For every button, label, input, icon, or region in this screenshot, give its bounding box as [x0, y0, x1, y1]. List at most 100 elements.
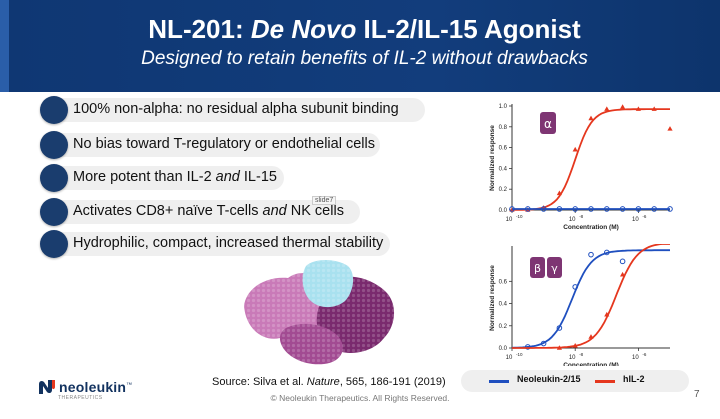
x-tick-exponent: -10: [516, 352, 523, 357]
gamma-badge-label: γ: [551, 262, 558, 275]
logo-wordmark: neoleukin™: [59, 379, 133, 395]
neoleukin-logo-icon: [39, 380, 55, 394]
x-tick-label: 10: [632, 355, 639, 361]
data-point-hil-2: [651, 106, 657, 111]
legend-label-blue: Neoleukin-2/15: [517, 374, 581, 384]
page-subtitle: Designed to retain benefits of IL-2 with…: [141, 48, 588, 69]
data-point-neoleukin-2-15: [604, 206, 610, 212]
x-tick-exponent: -6: [642, 352, 646, 357]
company-logo: neoleukin™ THERAPEUTICS: [38, 379, 133, 401]
chart-legend: Neoleukin-2/15 hIL-2: [461, 370, 689, 392]
x-tick-label: 10: [632, 217, 639, 223]
y-tick-label: 0.8: [499, 125, 508, 131]
data-point-neoleukin-2-15: [635, 206, 642, 212]
data-point-neoleukin-2-15: [556, 206, 563, 212]
chart-alpha-dose-response: 0.00.20.40.60.81.010-1010-810-6Concentra…: [489, 104, 673, 231]
data-point-neoleukin-2-15: [572, 284, 578, 290]
bullet-text: No bias toward T-regulatory or endotheli…: [73, 136, 375, 152]
y-tick-label: 0.6: [499, 146, 508, 152]
y-tick-label: 1.0: [499, 104, 508, 110]
y-axis-label: Normalized response: [489, 125, 496, 191]
slide-tooltip: slide7: [312, 196, 337, 205]
copyright-notice: © Neoleukin Therapeutics. All Rights Res…: [270, 393, 450, 403]
x-tick-label: 10: [506, 355, 513, 361]
y-tick-label: 0.0: [499, 208, 508, 214]
data-point-neoleukin-2-15: [619, 206, 626, 212]
x-axis-label: Concentration (M): [563, 224, 619, 231]
y-tick-label: 0.2: [499, 324, 508, 330]
data-point-neoleukin-2-15: [540, 340, 547, 347]
protein-structure-image: [244, 260, 395, 365]
x-tick-exponent: -6: [642, 214, 646, 219]
data-point-hil-2: [588, 334, 594, 339]
bullet-circle-icon: [40, 230, 68, 258]
data-point-neoleukin-2-15: [651, 206, 657, 212]
data-point-neoleukin-2-15: [509, 206, 515, 212]
data-point-neoleukin-2-15: [525, 344, 531, 350]
bullet-pill: [50, 166, 284, 190]
data-point-hil-2: [572, 342, 578, 348]
bullet-pill: [50, 232, 390, 256]
page-title: NL-201: De Novo IL-2/IL-15 Agonist: [148, 14, 581, 44]
y-axis-label: Normalized response: [489, 265, 496, 331]
alpha-badge-label: α: [544, 117, 552, 131]
bullet-text: Activates CD8+ naïve T-cells and NK cell…: [73, 203, 344, 219]
bullet-pill: [50, 133, 380, 157]
data-point-neoleukin-2-15: [588, 206, 594, 212]
legend-swatch-blue: [489, 380, 509, 383]
bullet-circle-icon: [40, 96, 68, 124]
legend-label-red: hIL-2: [623, 374, 645, 384]
bullet-text: Hydrophilic, compact, increased thermal …: [73, 235, 384, 251]
bullet-circle-icon: [40, 131, 68, 159]
y-tick-label: 0.4: [499, 302, 508, 308]
data-point-hil-2: [620, 104, 626, 109]
bullet-circle-icon: [40, 198, 68, 226]
title-banner: NL-201: De Novo IL-2/IL-15 Agonist Desig…: [9, 0, 720, 92]
y-tick-label: 0.4: [499, 166, 508, 172]
x-axis-label: Concentration (M): [563, 362, 619, 366]
bullet-text: More potent than IL-2 and IL-15: [73, 169, 277, 185]
data-point-neoleukin-2-15: [525, 206, 531, 212]
gamma-badge: [547, 257, 562, 278]
banner-accent-strip: [0, 0, 9, 92]
legend-swatch-red: [595, 380, 615, 383]
data-point-hil-2: [635, 106, 641, 111]
bullet-circle-icon: [40, 164, 68, 192]
data-point-neoleukin-2-15: [540, 206, 547, 212]
data-point-neoleukin-2-15: [572, 206, 578, 212]
data-point-hil-2: [556, 345, 562, 350]
alpha-badge: [540, 112, 556, 134]
data-point-hil-2: [556, 190, 562, 196]
data-point-hil-2: [604, 311, 610, 317]
beta-badge: [530, 257, 545, 278]
data-point-hil-2: [588, 115, 594, 121]
y-tick-label: 0.0: [499, 346, 508, 352]
source-citation: Source: Silva et al. Nature, 565, 186-19…: [212, 376, 446, 388]
x-tick-exponent: -8: [579, 352, 583, 357]
y-tick-label: 0.6: [499, 279, 508, 285]
data-point-neoleukin-2-15: [667, 206, 673, 212]
data-point-hil-2: [604, 106, 610, 111]
data-point-neoleukin-2-15: [588, 251, 594, 258]
data-point-neoleukin-2-15: [604, 249, 610, 256]
bullet-pill: [50, 200, 360, 224]
fit-curve-hil-2: [512, 244, 670, 349]
data-point-hil-2: [620, 271, 626, 277]
beta-badge-label: β: [534, 262, 541, 275]
data-point-neoleukin-2-15: [619, 258, 626, 265]
x-tick-exponent: -10: [516, 214, 523, 219]
data-point-neoleukin-2-15: [556, 325, 563, 331]
x-tick-label: 10: [506, 217, 513, 223]
x-tick-exponent: -8: [579, 214, 583, 219]
data-point-hil-2: [572, 146, 578, 152]
fit-curve-hil-2: [512, 108, 670, 211]
x-tick-label: 10: [569, 355, 576, 361]
logo-subtitle: THERAPEUTICS: [58, 395, 103, 401]
y-tick-label: 0.2: [499, 187, 508, 193]
bullet-pill: [50, 98, 425, 122]
x-tick-label: 10: [569, 217, 576, 223]
data-point-hil-2: [667, 126, 673, 131]
bullet-text: 100% non-alpha: no residual alpha subuni…: [73, 101, 399, 117]
page-number: 7: [694, 389, 700, 400]
